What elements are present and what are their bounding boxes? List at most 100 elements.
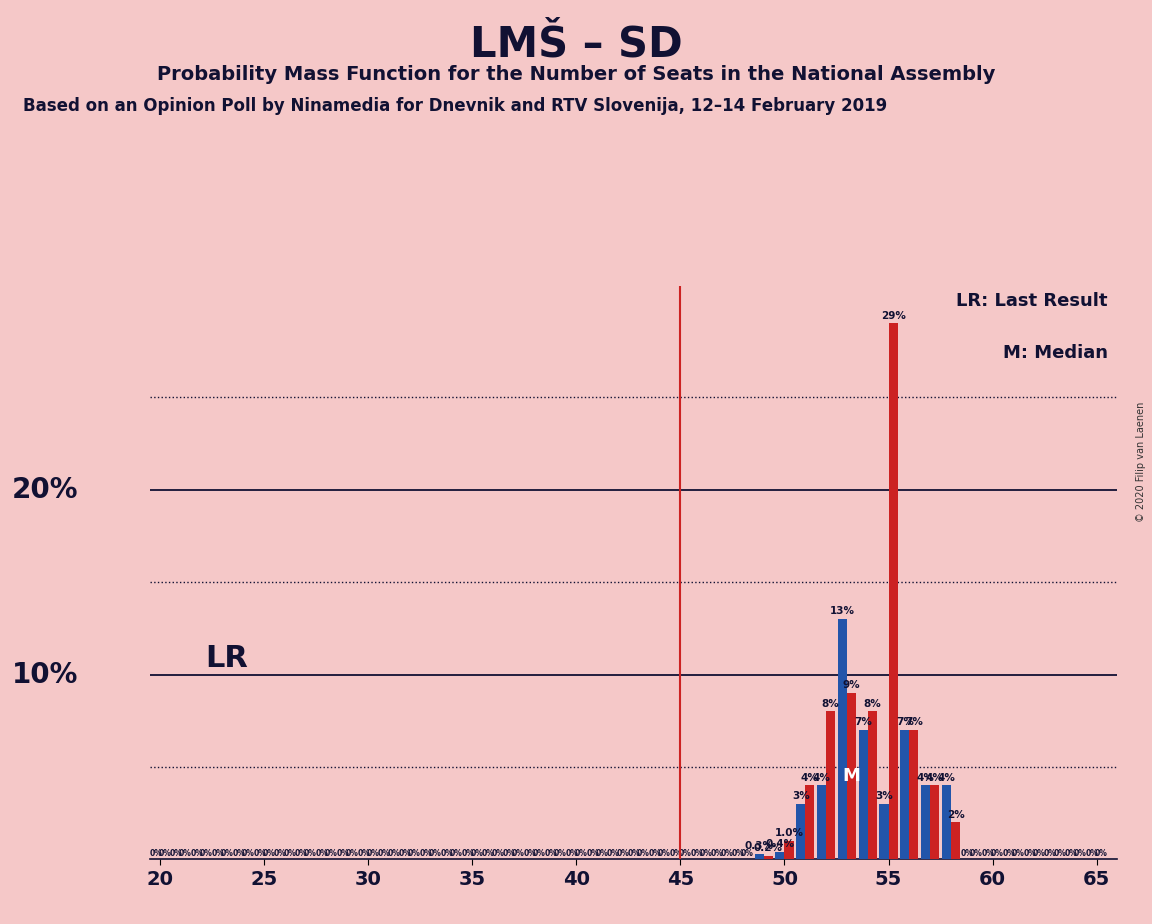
- Bar: [796, 804, 805, 859]
- Text: M: M: [842, 767, 861, 785]
- Text: 8%: 8%: [821, 699, 840, 709]
- Text: 0%: 0%: [233, 849, 245, 858]
- Text: 0%: 0%: [1023, 849, 1036, 858]
- Bar: [775, 852, 785, 859]
- Text: 0%: 0%: [295, 849, 308, 858]
- Text: 0%: 0%: [596, 849, 608, 858]
- Text: 0%: 0%: [533, 849, 546, 858]
- Text: 20%: 20%: [12, 476, 78, 504]
- Text: 0%: 0%: [387, 849, 400, 858]
- Text: 0%: 0%: [200, 849, 213, 858]
- Text: 0%: 0%: [628, 849, 641, 858]
- Bar: [805, 785, 814, 859]
- Text: 0%: 0%: [649, 849, 661, 858]
- Text: 0%: 0%: [503, 849, 516, 858]
- Text: 0%: 0%: [461, 849, 475, 858]
- Text: 0%: 0%: [566, 849, 578, 858]
- Text: 0%: 0%: [158, 849, 172, 858]
- Bar: [909, 730, 918, 859]
- Bar: [764, 856, 773, 859]
- Text: 0%: 0%: [429, 849, 441, 858]
- Text: 0%: 0%: [669, 849, 682, 858]
- Text: 0%: 0%: [212, 849, 225, 858]
- Bar: [900, 730, 909, 859]
- Text: 0%: 0%: [419, 849, 432, 858]
- Bar: [950, 822, 960, 859]
- Text: Based on an Opinion Poll by Ninamedia for Dnevnik and RTV Slovenija, 12–14 Febru: Based on an Opinion Poll by Ninamedia fo…: [23, 97, 887, 115]
- Text: 0%: 0%: [741, 849, 753, 858]
- Text: M: Median: M: Median: [1002, 344, 1108, 361]
- Text: 4%: 4%: [917, 772, 934, 783]
- Text: LR: Last Result: LR: Last Result: [956, 292, 1108, 310]
- Bar: [785, 841, 794, 859]
- Text: 0%: 0%: [366, 849, 379, 858]
- Text: 0%: 0%: [720, 849, 733, 858]
- Bar: [826, 711, 835, 859]
- Text: 0%: 0%: [221, 849, 234, 858]
- Text: 0%: 0%: [1002, 849, 1015, 858]
- Text: 0%: 0%: [408, 849, 420, 858]
- Text: 2%: 2%: [947, 809, 964, 820]
- Text: Probability Mass Function for the Number of Seats in the National Assembly: Probability Mass Function for the Number…: [157, 65, 995, 84]
- Bar: [930, 785, 939, 859]
- Text: 0%: 0%: [179, 849, 192, 858]
- Text: 7%: 7%: [896, 717, 914, 727]
- Bar: [879, 804, 888, 859]
- Text: 0%: 0%: [1044, 849, 1056, 858]
- Text: LR: LR: [206, 644, 249, 674]
- Text: 0.3%: 0.3%: [744, 841, 774, 851]
- Bar: [888, 323, 897, 859]
- Text: 0%: 0%: [545, 849, 558, 858]
- Text: 0%: 0%: [1053, 849, 1066, 858]
- Text: 0%: 0%: [732, 849, 744, 858]
- Text: 10%: 10%: [12, 661, 78, 688]
- Text: 0%: 0%: [961, 849, 973, 858]
- Bar: [847, 693, 856, 859]
- Text: 0%: 0%: [191, 849, 204, 858]
- Text: 0%: 0%: [616, 849, 629, 858]
- Text: 0%: 0%: [1085, 849, 1099, 858]
- Text: 0%: 0%: [607, 849, 620, 858]
- Text: 0%: 0%: [336, 849, 349, 858]
- Text: 8%: 8%: [863, 699, 881, 709]
- Text: 0%: 0%: [149, 849, 162, 858]
- Text: 0%: 0%: [637, 849, 650, 858]
- Text: 7%: 7%: [905, 717, 923, 727]
- Text: 7%: 7%: [854, 717, 872, 727]
- Text: 0%: 0%: [449, 849, 462, 858]
- Text: 0%: 0%: [658, 849, 670, 858]
- Text: 0%: 0%: [483, 849, 495, 858]
- Text: 0%: 0%: [346, 849, 358, 858]
- Bar: [858, 730, 867, 859]
- Text: 0%: 0%: [554, 849, 567, 858]
- Text: © 2020 Filip van Laenen: © 2020 Filip van Laenen: [1136, 402, 1146, 522]
- Text: 0%: 0%: [491, 849, 505, 858]
- Text: 0%: 0%: [357, 849, 370, 858]
- Text: 0%: 0%: [711, 849, 723, 858]
- Text: 0%: 0%: [399, 849, 411, 858]
- Text: 0%: 0%: [325, 849, 338, 858]
- Text: 0%: 0%: [575, 849, 588, 858]
- Text: 0%: 0%: [170, 849, 183, 858]
- Text: 4%: 4%: [812, 772, 831, 783]
- Text: 9%: 9%: [842, 680, 861, 690]
- Bar: [920, 785, 930, 859]
- Text: 0%: 0%: [699, 849, 712, 858]
- Text: 0%: 0%: [263, 849, 275, 858]
- Text: 0%: 0%: [1011, 849, 1024, 858]
- Text: 4%: 4%: [938, 772, 955, 783]
- Text: 0.2%: 0.2%: [753, 843, 782, 853]
- Text: 0%: 0%: [440, 849, 454, 858]
- Text: 3%: 3%: [876, 791, 893, 801]
- Text: LMŠ – SD: LMŠ – SD: [470, 23, 682, 65]
- Text: 1.0%: 1.0%: [774, 828, 804, 838]
- Text: 0%: 0%: [378, 849, 391, 858]
- Text: 0%: 0%: [1032, 849, 1045, 858]
- Text: 0%: 0%: [253, 849, 266, 858]
- Bar: [817, 785, 826, 859]
- Text: 13%: 13%: [829, 606, 855, 616]
- Bar: [755, 854, 764, 859]
- Text: 3%: 3%: [791, 791, 810, 801]
- Text: 0%: 0%: [690, 849, 703, 858]
- Text: 0%: 0%: [470, 849, 484, 858]
